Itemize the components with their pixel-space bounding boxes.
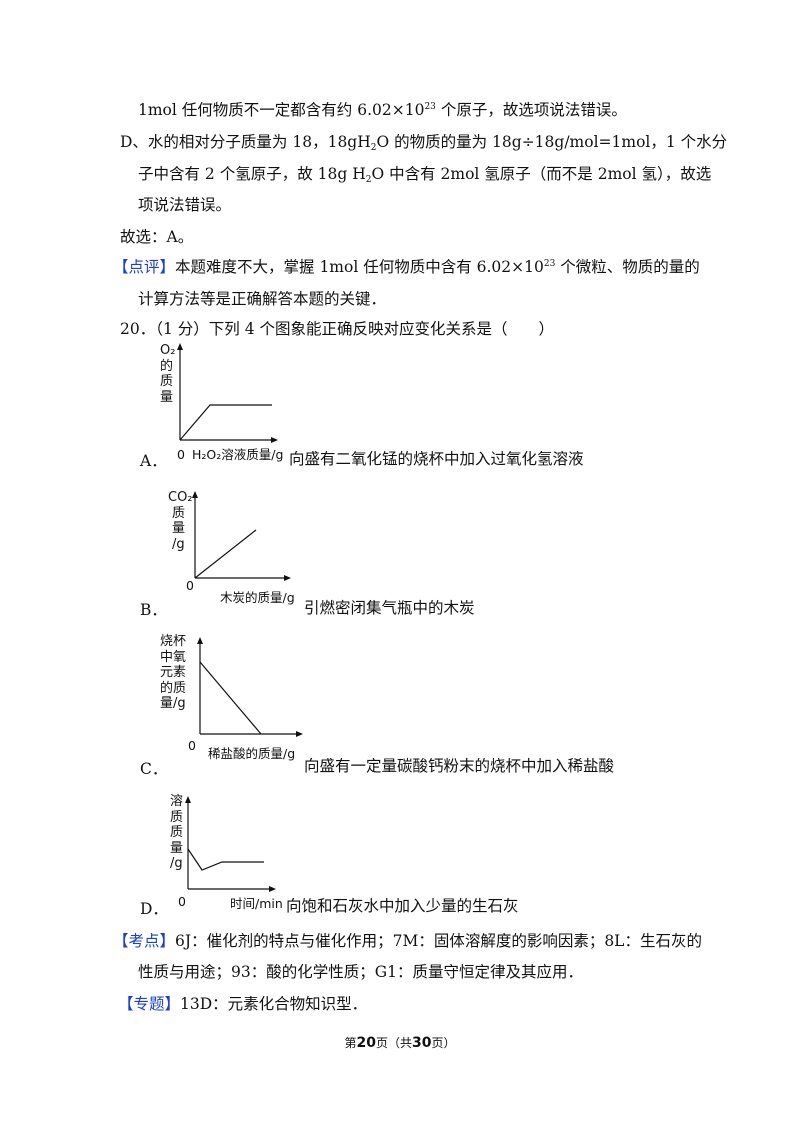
- zhuanti-line: 【专题】13D：元素化合物知识型．: [118, 995, 368, 1013]
- comment-tag: 【点评】: [113, 258, 176, 276]
- question-20: 20．（1 分）下列 4 个图象能正确反映对应变化关系是（ ）: [120, 320, 554, 338]
- graph-d-x-arrow: [269, 886, 276, 892]
- option-d: D．: [140, 900, 168, 918]
- graph-c-curve: [199, 661, 262, 735]
- graph-b-xlabel: 木炭的质量/g: [220, 590, 295, 605]
- option-b-text: 引燃密闭集气瓶中的木炭: [304, 599, 475, 617]
- graph-a-curve: [179, 404, 272, 441]
- graph-a-plot: [177, 343, 278, 443]
- option-b: B．: [140, 601, 167, 619]
- graph-d-origin: 0: [178, 894, 186, 909]
- graph-b-plot: [192, 491, 291, 581]
- graph-c-x-arrow: [296, 731, 303, 737]
- graph-b-x-arrow: [284, 575, 291, 581]
- graph-a: O₂ 的 质 量 0 H₂O₂溶液质量/g: [160, 343, 300, 468]
- solution-line-d3: 项说法错误。: [138, 196, 232, 214]
- graph-d-y-arrow: [185, 796, 191, 803]
- graph-c-plot: [197, 637, 303, 737]
- option-a-text: 向盛有二氧化锰的烧杯中加入过氧化氢溶液: [289, 450, 584, 468]
- kaodian-line-1: 【考点】6J：催化剂的特点与催化作用；7M：固体溶解度的影响因素；8L：生石灰的: [113, 932, 702, 950]
- graph-a-x-arrow: [271, 437, 278, 443]
- graph-c: 烧杯 中氧 元素 的质 量/g 0 稀盐酸的质量/g: [160, 634, 320, 764]
- graph-c-origin: 0: [188, 738, 196, 753]
- graph-b-ylabel: CO₂ 质 量 /g: [168, 490, 193, 552]
- comment-line-1: 【点评】本题难度不大，掌握 1mol 任何物质中含有 6.02×1023 个微粒…: [113, 258, 700, 276]
- kaodian-tag: 【考点】: [113, 932, 176, 950]
- answer-line: 故选：A。: [120, 228, 194, 246]
- solution-line-d2: 子中含有 2 个氢原子，故 18g H2O 中含有 2mol 氢原子（而不是 2…: [138, 165, 712, 185]
- graph-b-y-arrow: [192, 491, 198, 498]
- graph-b: CO₂ 质 量 /g 0 木炭的质量/g: [160, 490, 320, 610]
- graph-c-y-arrow: [197, 637, 203, 644]
- option-a: A．: [140, 452, 167, 470]
- graph-a-y-arrow: [177, 343, 183, 350]
- graph-d-ylabel: 溶 质 质 量 /g: [170, 794, 184, 871]
- kaodian-line-2: 性质与用途；93：酸的化学性质；G1：质量守恒定律及其应用．: [138, 963, 583, 981]
- graph-a-ylabel: O₂ 的 质 量: [160, 343, 176, 405]
- graph-c-xlabel: 稀盐酸的质量/g: [208, 746, 296, 761]
- page-total: 30: [412, 1035, 432, 1051]
- graph-d-plot: [185, 796, 276, 892]
- graph-c-ylabel: 烧杯 中氧 元素 的质 量/g: [160, 634, 187, 711]
- graph-d-xlabel: 时间/min: [230, 896, 283, 911]
- option-c: C．: [140, 760, 168, 778]
- option-c-text: 向盛有一定量碳酸钙粉末的烧杯中加入稀盐酸: [304, 757, 615, 775]
- graph-d-curve: [187, 848, 264, 871]
- graph-b-origin: 0: [186, 578, 194, 593]
- page-footer: 第20页（共30页）: [344, 1035, 456, 1051]
- zhuanti-tag: 【专题】: [118, 995, 181, 1013]
- solution-line-1: 1mol 任何物质不一定都含有约 6.02×1023 个原子，故选项说法错误。: [138, 101, 627, 119]
- solution-line-d1: D、水的相对分子质量为 18，18gH2O 的物质的量为 18g÷18g/mol…: [120, 133, 728, 153]
- option-d-text: 向饱和石灰水中加入少量的生石灰: [286, 897, 519, 915]
- page-number: 20: [356, 1035, 376, 1051]
- graph-a-xlabel: H₂O₂溶液质量/g: [192, 447, 284, 462]
- graph-d: 溶 质 质 量 /g 0 时间/min: [160, 794, 320, 919]
- comment-line-2: 计算方法等是正确解答本题的关键．: [138, 290, 387, 308]
- graph-a-origin: 0: [177, 447, 185, 462]
- graph-b-curve: [194, 529, 257, 579]
